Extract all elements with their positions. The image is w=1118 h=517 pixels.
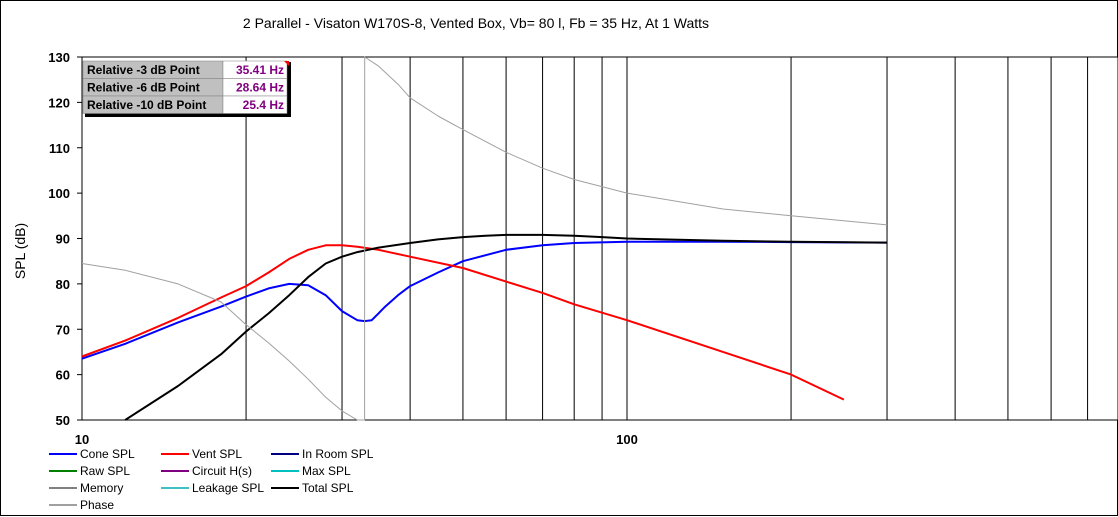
series-cone-spl xyxy=(81,240,888,360)
legend: Cone SPL Vent SPL In Room SPL Raw SPL Circui… xyxy=(49,447,374,512)
legend-item: Raw SPL xyxy=(49,464,130,478)
annotation-label: Relative -10 dB Point xyxy=(87,98,206,112)
annotation-marker xyxy=(284,61,289,66)
y-tick-label: 70 xyxy=(56,322,70,337)
legend-label: Leakage SPL xyxy=(192,481,264,495)
series-phase xyxy=(81,56,888,421)
y-axis-label: SPL (dB) xyxy=(12,223,28,279)
plot-area xyxy=(81,56,1118,421)
legend-label: Vent SPL xyxy=(192,447,242,461)
cutoff-points-box: Relative -3 dB Point 35.41 Hz Relative -6 … xyxy=(82,60,291,117)
series-total-spl xyxy=(124,233,888,421)
y-tick-label: 80 xyxy=(56,277,70,292)
legend-label: Memory xyxy=(80,481,123,495)
x-tick-label: 10 xyxy=(75,432,89,447)
legend-label: Cone SPL xyxy=(80,447,135,461)
series-vent-spl xyxy=(81,244,845,401)
annotation-value: 25.4 Hz xyxy=(243,98,284,112)
legend-label: Circuit H(s) xyxy=(192,464,252,478)
annotation-value: 28.64 Hz xyxy=(236,81,284,95)
axis-ticks: 50 60 70 80 90 100 110 120 130 10 100 xyxy=(48,50,638,447)
y-tick-label: 90 xyxy=(56,232,70,247)
legend-item: Max SPL xyxy=(271,464,351,478)
legend-item: Total SPL xyxy=(271,481,354,495)
legend-item: Leakage SPL xyxy=(161,481,264,495)
y-tick-label: 110 xyxy=(49,141,70,156)
legend-label: Phase xyxy=(80,498,114,512)
legend-label: Total SPL xyxy=(302,481,354,495)
y-tick-label: 130 xyxy=(48,50,70,65)
legend-label: Raw SPL xyxy=(80,464,130,478)
annotation-value: 35.41 Hz xyxy=(236,63,284,77)
y-tick-label: 60 xyxy=(56,368,70,383)
y-tick-label: 100 xyxy=(48,186,70,201)
series-layer xyxy=(81,56,888,421)
legend-item: In Room SPL xyxy=(271,447,374,461)
legend-item: Cone SPL xyxy=(49,447,135,461)
legend-item: Circuit H(s) xyxy=(161,464,252,478)
legend-item: Phase xyxy=(49,498,114,512)
annotation-value-cell xyxy=(222,95,288,114)
legend-label: Max SPL xyxy=(302,464,351,478)
legend-item: Vent SPL xyxy=(161,447,242,461)
x-tick-label: 100 xyxy=(616,432,638,447)
annotation-label: Relative -3 dB Point xyxy=(87,63,200,77)
legend-label: In Room SPL xyxy=(302,447,374,461)
annotation-label: Relative -6 dB Point xyxy=(87,81,200,95)
legend-item: Memory xyxy=(49,481,123,495)
chart-title: 2 Parallel - Visaton W170S-8, Vented Box… xyxy=(243,15,709,31)
y-tick-label: 50 xyxy=(56,413,70,428)
y-tick-label: 120 xyxy=(48,95,70,110)
